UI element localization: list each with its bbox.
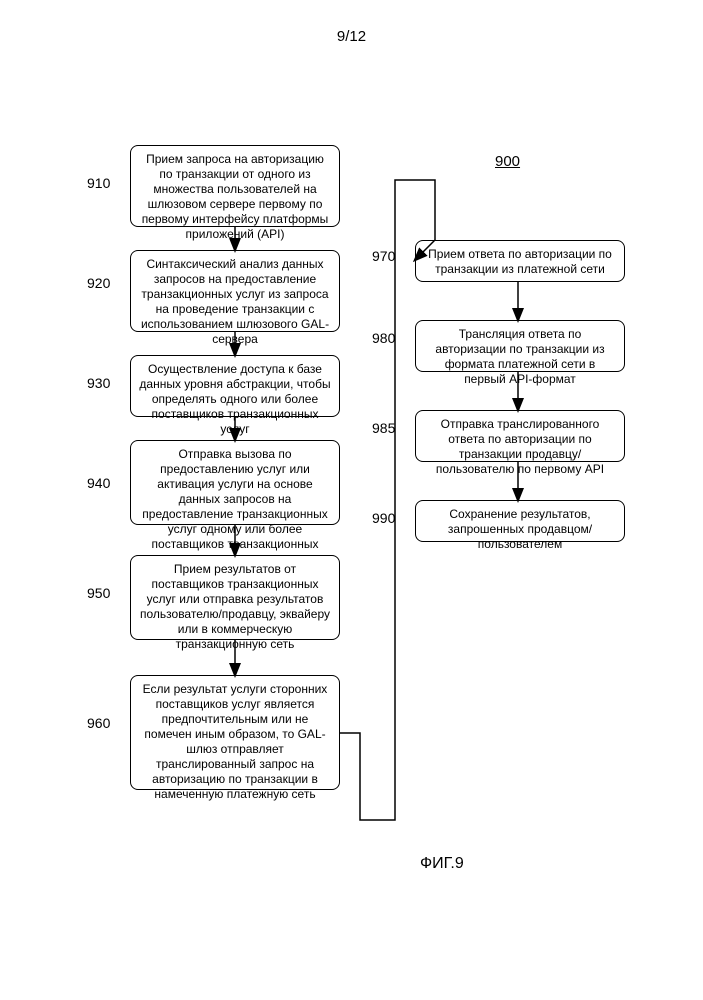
flow-step: Прием результатов от поставщиков транзак… <box>130 555 340 640</box>
step-number: 940 <box>87 475 110 491</box>
flow-step: Прием запроса на авторизацию по транзакц… <box>130 145 340 227</box>
flow-step: Прием ответа по авторизации по транзакци… <box>415 240 625 282</box>
step-number: 970 <box>372 248 395 264</box>
figure-label: ФИГ.9 <box>420 855 464 873</box>
flow-step: Отправка вызова по предоставлению услуг … <box>130 440 340 525</box>
step-number: 980 <box>372 330 395 346</box>
flow-step: Синтаксический анализ данных запросов на… <box>130 250 340 332</box>
flow-step: Трансляция ответа по авторизации по тран… <box>415 320 625 372</box>
figure-ref-number: 900 <box>495 153 520 170</box>
step-number: 950 <box>87 585 110 601</box>
step-number: 910 <box>87 175 110 191</box>
step-number: 960 <box>87 715 110 731</box>
flow-step: Осуществление доступа к базе данных уров… <box>130 355 340 417</box>
step-number: 930 <box>87 375 110 391</box>
flow-step: Если результат услуги сторонних поставщи… <box>130 675 340 790</box>
step-number: 920 <box>87 275 110 291</box>
flow-step: Сохранение результатов, запрошенных прод… <box>415 500 625 542</box>
step-number: 990 <box>372 510 395 526</box>
flow-step: Отправка транслированного ответа по авто… <box>415 410 625 462</box>
step-number: 985 <box>372 420 395 436</box>
page-number: 9/12 <box>0 28 703 45</box>
